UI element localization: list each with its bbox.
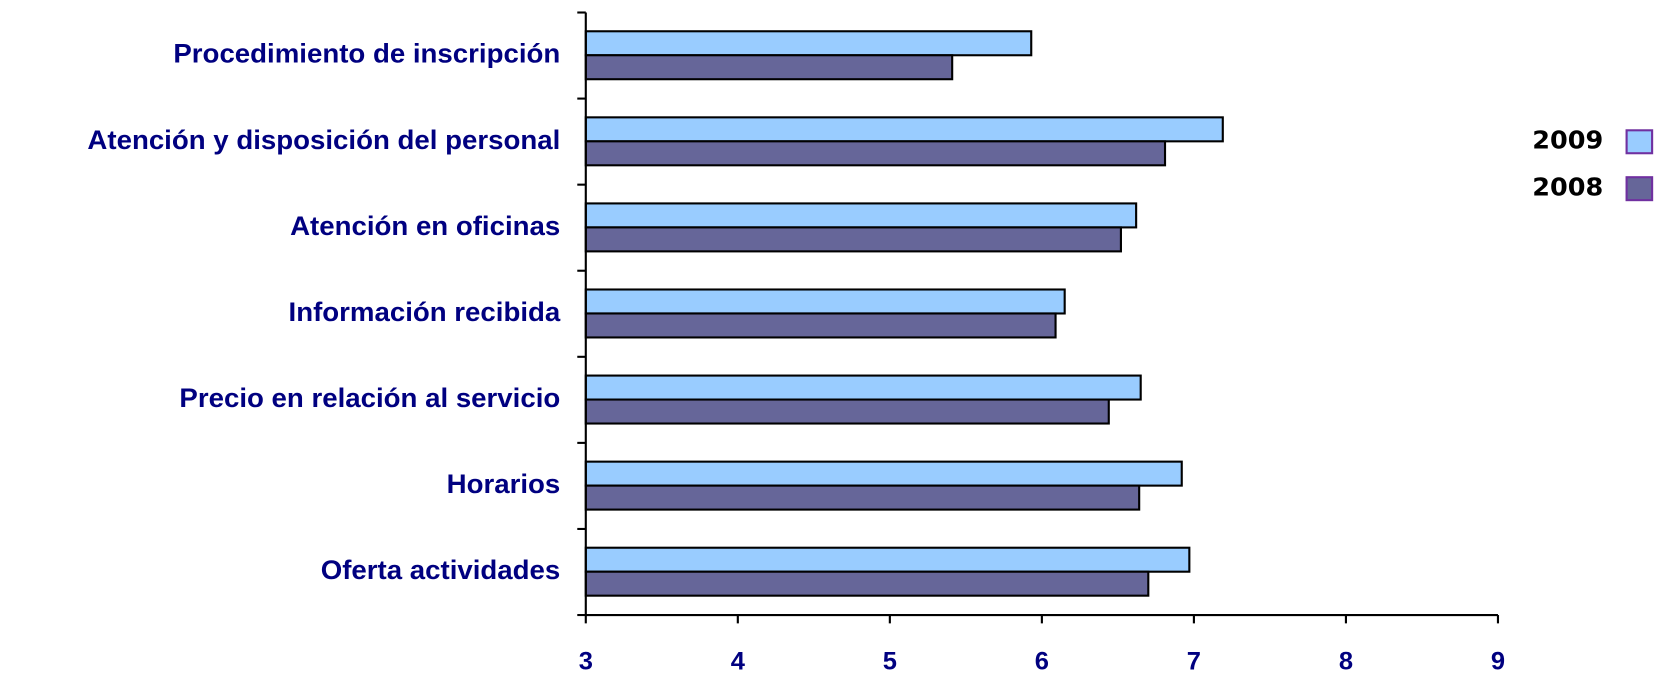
x-tick-label: 9 xyxy=(1491,648,1505,676)
legend-swatch xyxy=(1625,129,1654,155)
bar xyxy=(584,140,1167,167)
bar xyxy=(584,226,1122,253)
bar xyxy=(584,312,1057,339)
bar xyxy=(584,570,1150,597)
category-label: Atención en oficinas xyxy=(290,210,560,241)
bar xyxy=(584,54,954,81)
bar xyxy=(584,460,1183,487)
legend-swatch xyxy=(1625,176,1654,202)
x-tick-label: 3 xyxy=(579,648,593,676)
x-tick-label: 6 xyxy=(1035,648,1049,676)
bar xyxy=(584,116,1224,143)
x-tick-label: 8 xyxy=(1339,648,1353,676)
bar xyxy=(584,288,1066,315)
category-label: Precio en relación al servicio xyxy=(179,382,560,413)
bar xyxy=(584,202,1138,229)
x-tick-label: 5 xyxy=(883,648,897,676)
category-label: Información recibida xyxy=(289,296,562,327)
bar xyxy=(584,30,1033,57)
bar xyxy=(584,484,1141,511)
legend-label: 2009 xyxy=(1532,126,1603,155)
x-tick-label: 7 xyxy=(1187,648,1201,676)
category-label: Atención y disposición del personal xyxy=(87,124,560,155)
legend-label: 2008 xyxy=(1532,173,1603,202)
category-label: Procedimiento de inscripción xyxy=(173,38,560,69)
bar xyxy=(584,546,1191,573)
bar xyxy=(584,374,1142,401)
category-label: Horarios xyxy=(447,468,561,499)
x-tick-label: 4 xyxy=(731,648,745,676)
category-label: Oferta actividades xyxy=(321,554,561,585)
bar xyxy=(584,398,1110,425)
